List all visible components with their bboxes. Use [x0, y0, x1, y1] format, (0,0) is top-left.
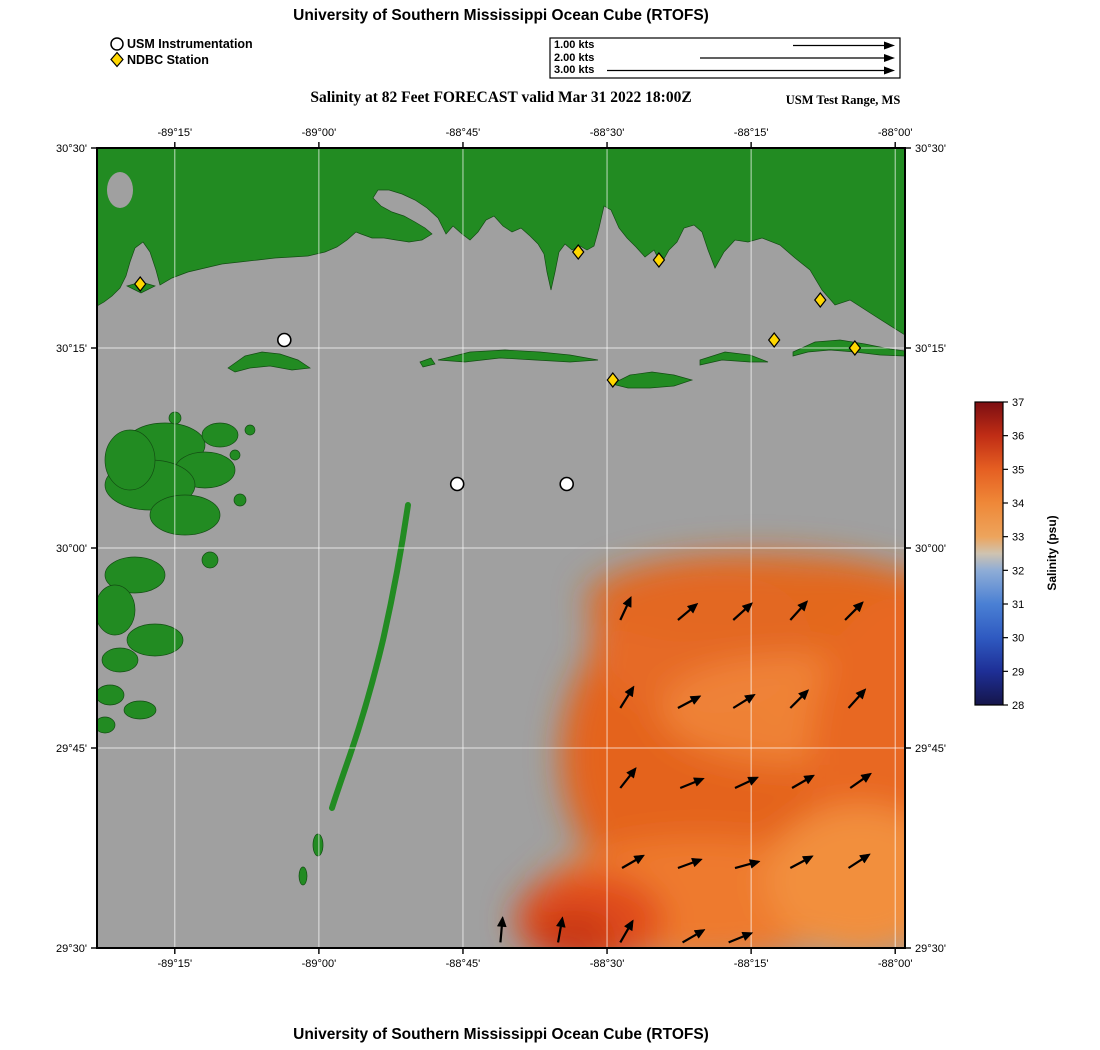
usm-instrument-marker: [559, 476, 575, 492]
svg-text:-88°30': -88°30': [590, 127, 625, 139]
marsh-island: [123, 700, 157, 720]
svg-text:34: 34: [1012, 498, 1024, 510]
svg-text:29°30': 29°30': [915, 943, 946, 955]
usm-legend-icon: [110, 37, 124, 51]
svg-text:32: 32: [1012, 565, 1024, 577]
svg-text:29°45': 29°45': [56, 743, 87, 755]
ndbc-legend-icon: [110, 51, 124, 68]
marsh-island: [126, 623, 184, 657]
marsh-island: [149, 494, 221, 536]
colorbar: 37 36 35 34 33 32 31 30 29 28: [974, 397, 1024, 712]
colorbar-axis-label: Salinity (psu): [1045, 515, 1059, 591]
marsh-island: [104, 429, 156, 491]
svg-text:-88°00': -88°00': [878, 127, 913, 139]
page-title: University of Southern Mississippi Ocean…: [293, 7, 709, 24]
marsh-island: [104, 556, 166, 594]
svg-text:29: 29: [1012, 666, 1024, 678]
mainland-coast: [97, 148, 905, 336]
barrier-island: [419, 357, 436, 368]
current-arrows: [496, 595, 873, 944]
svg-text:-89°15': -89°15': [157, 127, 192, 139]
ndbc-station-marker: [814, 292, 827, 308]
ndbc-station-marker: [767, 332, 781, 348]
usm-instrument-marker: [277, 332, 292, 348]
svg-text:33: 33: [1012, 532, 1024, 544]
island-arc: [329, 502, 411, 811]
svg-text:29°30': 29°30': [56, 943, 87, 955]
speed-legend: [549, 37, 901, 79]
barrier-island: [610, 371, 694, 389]
svg-text:30°30': 30°30': [56, 143, 87, 155]
marsh-island: [229, 449, 241, 461]
ndbc-station-marker: [606, 372, 620, 388]
salinity-field: [515, 552, 905, 948]
svg-text:31: 31: [1012, 599, 1024, 611]
speed-arrow-head: [884, 66, 895, 75]
speed-legend-label-3kt: 3.00 kts: [554, 64, 595, 76]
svg-text:30: 30: [1012, 633, 1024, 645]
svg-text:30°00': 30°00': [56, 543, 87, 555]
svg-text:-89°00': -89°00': [302, 127, 337, 139]
marsh-island: [312, 833, 324, 857]
marsh-island: [298, 866, 308, 886]
stations: [133, 244, 862, 492]
ndbc-station-marker: [133, 276, 147, 292]
svg-text:-88°15': -88°15': [734, 127, 769, 139]
marsh-island: [244, 424, 256, 436]
barrier-island: [227, 351, 311, 373]
svg-text:30°00': 30°00': [915, 543, 946, 555]
svg-text:-88°00': -88°00': [878, 958, 913, 970]
svg-text:-89°15': -89°15': [157, 958, 192, 970]
svg-text:-88°45': -88°45': [446, 127, 481, 139]
marsh-island: [97, 584, 136, 636]
ndbc-station-marker: [652, 252, 666, 268]
marsh-island: [97, 716, 116, 734]
map-subtitle: Salinity at 82 Feet FORECAST valid Mar 3…: [310, 89, 692, 106]
marsh-island: [97, 684, 125, 706]
svg-text:37: 37: [1012, 397, 1024, 409]
svg-text:-89°00': -89°00': [302, 958, 337, 970]
svg-text:30°15': 30°15': [56, 343, 87, 355]
svg-text:29°45': 29°45': [915, 743, 946, 755]
speed-legend-label-2kt: 2.00 kts: [554, 51, 595, 64]
marsh-island: [201, 422, 239, 448]
land-layer: [97, 148, 905, 886]
marsh-island: [233, 493, 247, 507]
svg-text:-88°45': -88°45': [446, 958, 481, 970]
ndbc-station-marker: [571, 244, 585, 260]
ndbc-station-marker: [848, 340, 862, 356]
svg-text:-88°15': -88°15': [734, 958, 769, 970]
legend-label-ndbc-station: NDBC Station: [127, 52, 209, 67]
station-legend-symbols: [110, 37, 124, 68]
svg-text:-88°30': -88°30': [590, 958, 625, 970]
marsh-island: [201, 551, 219, 569]
marsh-island: [101, 647, 139, 673]
lake: [107, 172, 133, 208]
footer-title: University of Southern Mississippi Ocean…: [293, 1026, 709, 1043]
svg-text:36: 36: [1012, 431, 1024, 443]
speed-legend-label-1kt: 1.00 kts: [554, 39, 595, 51]
axis-labels: -89°15' -89°15' -89°00' -89°00' -88°45' -88°4…: [56, 127, 946, 970]
graticule: [97, 148, 905, 948]
legend-label-usm-instrumentation: USM Instrumentation: [127, 37, 253, 51]
map-area: [97, 148, 905, 948]
barrier-island: [437, 349, 599, 363]
usm-instrument-marker: [449, 476, 465, 492]
speed-arrow-head: [884, 41, 895, 50]
axis-ticks: [91, 142, 911, 954]
speed-arrow-head: [884, 54, 895, 62]
svg-text:28: 28: [1012, 700, 1024, 712]
svg-text:30°30': 30°30': [915, 143, 946, 155]
svg-text:35: 35: [1012, 464, 1024, 476]
svg-text:30°15': 30°15': [915, 343, 946, 355]
region-label: USM Test Range, MS: [785, 93, 901, 107]
